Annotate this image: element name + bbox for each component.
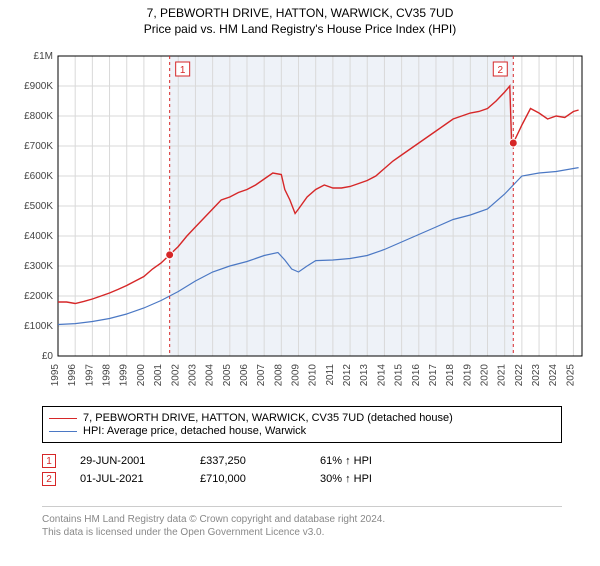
marker-price: £337,250 — [200, 455, 320, 467]
svg-text:2010: 2010 — [308, 364, 319, 387]
legend-swatch — [49, 418, 77, 419]
svg-text:£400K: £400K — [24, 231, 53, 242]
marker-price: £710,000 — [200, 473, 320, 485]
marker-delta: 61% ↑ HPI — [320, 455, 440, 467]
marker-date: 01-JUL-2021 — [80, 473, 200, 485]
chart-area: £0 £100K £200K £300K £400K £500K £600K £700K £80… — [10, 48, 590, 398]
svg-text:2009: 2009 — [291, 364, 302, 387]
svg-text:£100K: £100K — [24, 321, 53, 332]
svg-text:2004: 2004 — [205, 364, 216, 387]
svg-text:£900K: £900K — [24, 81, 53, 92]
svg-text:1999: 1999 — [119, 364, 130, 387]
svg-text:2016: 2016 — [411, 364, 422, 387]
svg-text:2000: 2000 — [136, 364, 147, 387]
chart-svg: £0 £100K £200K £300K £400K £500K £600K £700K £80… — [10, 48, 590, 398]
svg-text:2001: 2001 — [153, 364, 164, 387]
chart-title: 7, PEBWORTH DRIVE, HATTON, WARWICK, CV35… — [0, 6, 600, 20]
svg-text:£300K: £300K — [24, 261, 53, 272]
svg-text:£1M: £1M — [34, 51, 53, 62]
svg-text:2002: 2002 — [170, 364, 181, 387]
svg-text:2023: 2023 — [531, 364, 542, 387]
legend: 7, PEBWORTH DRIVE, HATTON, WARWICK, CV35… — [42, 406, 562, 443]
svg-text:£500K: £500K — [24, 201, 53, 212]
svg-text:2012: 2012 — [342, 364, 353, 387]
svg-text:2008: 2008 — [273, 364, 284, 387]
marker-badge: 2 — [42, 472, 56, 486]
svg-text:2022: 2022 — [514, 364, 525, 387]
svg-text:1997: 1997 — [84, 364, 95, 387]
svg-text:2024: 2024 — [548, 364, 559, 387]
footer-line: This data is licensed under the Open Gov… — [42, 526, 562, 539]
svg-text:2: 2 — [497, 65, 503, 76]
legend-label: 7, PEBWORTH DRIVE, HATTON, WARWICK, CV35… — [83, 412, 453, 424]
svg-text:1998: 1998 — [102, 364, 113, 387]
marker-badge: 1 — [42, 454, 56, 468]
legend-row: 7, PEBWORTH DRIVE, HATTON, WARWICK, CV35… — [49, 412, 555, 424]
svg-text:2013: 2013 — [359, 364, 370, 387]
svg-text:2021: 2021 — [497, 364, 508, 387]
footer: Contains HM Land Registry data © Crown c… — [42, 506, 562, 539]
svg-text:2017: 2017 — [428, 364, 439, 387]
marker-delta: 30% ↑ HPI — [320, 473, 440, 485]
svg-text:£600K: £600K — [24, 171, 53, 182]
svg-text:2014: 2014 — [376, 364, 387, 387]
chart-subtitle: Price paid vs. HM Land Registry's House … — [0, 22, 600, 36]
svg-text:£0: £0 — [42, 351, 54, 362]
footer-line: Contains HM Land Registry data © Crown c… — [42, 513, 562, 526]
svg-text:1995: 1995 — [50, 364, 61, 387]
svg-text:£800K: £800K — [24, 111, 53, 122]
svg-text:1996: 1996 — [67, 364, 78, 387]
svg-text:2018: 2018 — [445, 364, 456, 387]
svg-text:2019: 2019 — [462, 364, 473, 387]
svg-text:2003: 2003 — [187, 364, 198, 387]
legend-swatch — [49, 431, 77, 432]
svg-text:1: 1 — [180, 65, 186, 76]
svg-text:2015: 2015 — [394, 364, 405, 387]
svg-text:2006: 2006 — [239, 364, 250, 387]
svg-text:2007: 2007 — [256, 364, 267, 387]
table-row: 1 29-JUN-2001 £337,250 61% ↑ HPI — [42, 454, 562, 468]
svg-text:2011: 2011 — [325, 364, 336, 386]
legend-row: HPI: Average price, detached house, Warw… — [49, 425, 555, 437]
svg-text:£200K: £200K — [24, 291, 53, 302]
svg-text:2025: 2025 — [565, 364, 576, 387]
marker-date: 29-JUN-2001 — [80, 455, 200, 467]
svg-text:2005: 2005 — [222, 364, 233, 387]
svg-text:2020: 2020 — [480, 364, 491, 387]
svg-text:£700K: £700K — [24, 141, 53, 152]
table-row: 2 01-JUL-2021 £710,000 30% ↑ HPI — [42, 472, 562, 486]
marker-table: 1 29-JUN-2001 £337,250 61% ↑ HPI 2 01-JU… — [42, 450, 562, 490]
legend-label: HPI: Average price, detached house, Warw… — [83, 425, 306, 437]
